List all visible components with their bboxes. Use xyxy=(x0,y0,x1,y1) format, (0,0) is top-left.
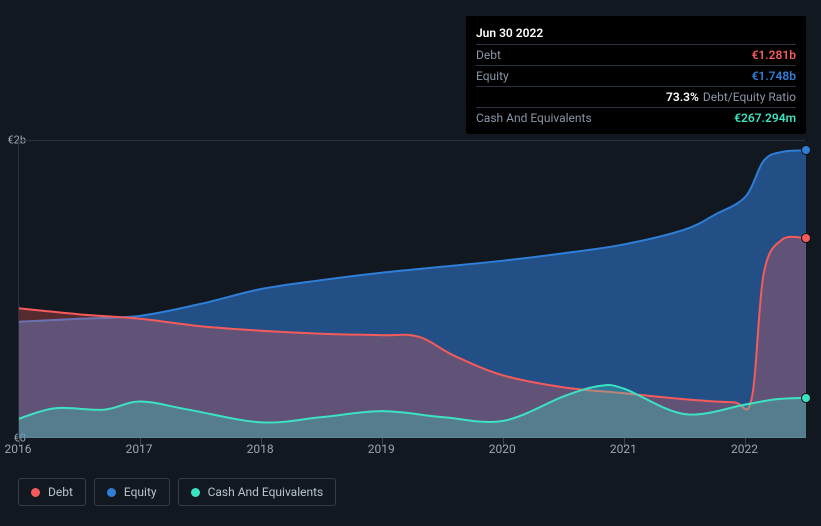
tooltip-value: €1.748b xyxy=(752,69,796,83)
x-axis-label: 2018 xyxy=(247,442,274,456)
legend-dot xyxy=(31,488,40,497)
x-axis-label: 2021 xyxy=(610,442,637,456)
legend-dot xyxy=(191,488,200,497)
tooltip-label: Debt xyxy=(476,48,752,62)
tooltip-label: Equity xyxy=(476,69,752,83)
legend-label: Debt xyxy=(48,485,73,499)
legend-item-equity[interactable]: Equity xyxy=(94,478,170,506)
end-marker xyxy=(801,233,811,243)
legend-item-cash[interactable]: Cash And Equivalents xyxy=(178,478,337,506)
x-axis-label: 2022 xyxy=(731,442,758,456)
tooltip-title: Jun 30 2022 xyxy=(476,22,796,44)
tooltip-value: 73.3%Debt/Equity Ratio xyxy=(666,90,796,104)
end-marker xyxy=(801,145,811,155)
tooltip-row-equity: Equity €1.748b xyxy=(476,65,796,86)
x-axis-label: 2020 xyxy=(489,442,516,456)
x-axis-labels: 2016201720182019202020212022 xyxy=(18,442,805,462)
legend-item-debt[interactable]: Debt xyxy=(18,478,86,506)
tooltip-value: €267.294m xyxy=(734,111,796,125)
tooltip-value: €1.281b xyxy=(752,48,796,62)
tooltip-label: Cash And Equivalents xyxy=(476,111,734,125)
legend-label: Cash And Equivalents xyxy=(208,485,324,499)
tooltip-row-ratio: 73.3%Debt/Equity Ratio xyxy=(476,86,796,107)
x-axis-label: 2017 xyxy=(126,442,153,456)
chart-container: Jun 30 2022 Debt €1.281b Equity €1.748b … xyxy=(0,0,821,526)
x-axis-label: 2016 xyxy=(5,442,32,456)
legend-dot xyxy=(107,488,116,497)
tooltip: Jun 30 2022 Debt €1.281b Equity €1.748b … xyxy=(466,16,806,134)
x-axis-label: 2019 xyxy=(368,442,395,456)
plot-area[interactable] xyxy=(18,140,805,438)
chart-svg xyxy=(19,140,806,438)
tooltip-label xyxy=(476,90,666,104)
tooltip-row-cash: Cash And Equivalents €267.294m xyxy=(476,107,796,128)
end-marker xyxy=(801,393,811,403)
legend: Debt Equity Cash And Equivalents xyxy=(18,478,336,506)
legend-label: Equity xyxy=(124,485,157,499)
tooltip-row-debt: Debt €1.281b xyxy=(476,44,796,65)
